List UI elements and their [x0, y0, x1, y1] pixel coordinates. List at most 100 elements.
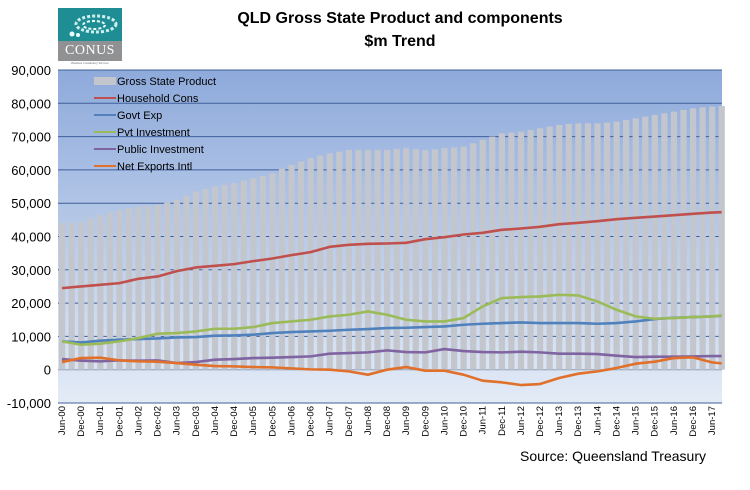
y-tick-label: 80,000: [11, 96, 51, 111]
chart-title: QLD Gross State Product and components: [237, 10, 563, 27]
bar-gsp: [527, 129, 534, 370]
x-tick-label: Jun-07: [325, 406, 336, 435]
bar-gsp: [680, 109, 687, 370]
bar-gsp: [240, 180, 247, 370]
bar-gsp: [594, 123, 601, 370]
y-tick-label: 0: [44, 363, 51, 378]
line-series-household-cons: [61, 210, 722, 290]
x-tick-label: Dec-05: [267, 406, 278, 437]
x-tick-label: Dec-03: [191, 406, 202, 437]
source-note: Source: Queensland Treasury: [520, 448, 706, 464]
x-tick-label: Jun-03: [172, 406, 183, 435]
x-tick-label: Dec-15: [650, 406, 661, 437]
legend-label: Pvt Investment: [117, 127, 190, 139]
bar-gsp: [412, 149, 419, 370]
bar-gsp: [623, 119, 630, 370]
bar-gsp: [422, 149, 429, 370]
x-tick-label: Jun-10: [439, 406, 450, 435]
line-series-net-exports-intl: [61, 356, 722, 387]
bar-gsp: [374, 149, 381, 370]
bar-gsp: [125, 208, 133, 370]
x-tick-label: Jun-05: [248, 406, 259, 435]
x-tick-label: Dec-07: [344, 406, 355, 437]
x-tick-label: Dec-13: [573, 406, 584, 437]
bar-gsp: [231, 183, 238, 370]
y-tick-label: 40,000: [11, 230, 51, 245]
bar-gsp: [517, 131, 525, 370]
x-tick-label: Dec-09: [420, 406, 431, 437]
x-tick-label: Dec-01: [114, 406, 125, 437]
x-tick-label: Jun-14: [592, 406, 603, 435]
bar-gsp: [632, 118, 639, 370]
bar-gsp: [192, 191, 200, 370]
x-tick-label: Jun-01: [95, 406, 106, 435]
x-tick-label: Jun-16: [669, 406, 680, 435]
x-tick-label: Dec-04: [229, 406, 240, 437]
bar-gsp: [106, 212, 113, 370]
bar-gsp: [355, 149, 362, 370]
line-series-pvt-investment: [61, 293, 722, 347]
bar-gsp: [384, 149, 391, 370]
bar-gsp: [164, 202, 171, 370]
bar-gsp: [298, 161, 305, 370]
conus-logo: CONUS Business Consultancy Services: [58, 8, 122, 65]
x-tick-label: Jun-12: [516, 406, 527, 435]
bar-gsp: [709, 106, 716, 370]
y-tick-label: 70,000: [11, 130, 51, 145]
legend-label: Gross State Product: [117, 76, 216, 88]
x-tick-label: Dec-10: [459, 406, 470, 437]
bar-gsp: [250, 178, 257, 370]
bar-gsp: [470, 143, 477, 370]
bar-gsp: [565, 123, 572, 370]
bar-gsp: [556, 124, 563, 370]
bar-gsp: [718, 105, 725, 370]
x-tick-label: Dec-06: [306, 406, 317, 437]
legend-label: Household Cons: [117, 93, 199, 105]
bar-gsp: [135, 206, 142, 370]
x-tick-label: Jun-17: [707, 406, 718, 435]
y-tick-label: -10,000: [7, 396, 51, 411]
x-tick-label: Jun-08: [363, 406, 374, 435]
x-tick-label: Jun-13: [554, 406, 565, 435]
bar-gsp: [689, 108, 697, 370]
bar-gsp: [651, 114, 658, 370]
x-tick-label: Dec-00: [76, 406, 87, 437]
logo-subtext: Business Consultancy Services: [71, 61, 109, 65]
bar-gsp: [145, 205, 152, 370]
bar-gsp: [317, 155, 324, 370]
chart-subtitle: $m Trend: [364, 33, 436, 50]
bar-gsp: [307, 158, 314, 370]
bar-gsp: [97, 214, 104, 370]
bar-gsp: [508, 132, 515, 370]
logo-swirl-icon: [58, 8, 122, 41]
y-tick-label: 10,000: [11, 329, 51, 344]
bar-gsp: [613, 121, 620, 370]
bar-gsp: [403, 148, 410, 370]
bar-gsp: [537, 128, 544, 370]
x-tick-label: Dec-08: [382, 406, 393, 437]
bar-gsp: [221, 184, 228, 370]
bar-gsp: [642, 116, 649, 370]
legend-label: Public Investment: [117, 144, 204, 156]
bar-gsp: [154, 204, 161, 370]
bar-gsp: [326, 153, 333, 370]
bar-gsp: [202, 188, 209, 370]
x-tick-label: Dec-14: [611, 406, 622, 437]
logo-text: CONUS: [58, 41, 122, 61]
bar-gsp: [211, 186, 219, 370]
bar-gsp: [441, 148, 448, 370]
y-tick-label: 30,000: [11, 263, 51, 278]
bar-gsp: [116, 209, 123, 370]
bar-gsp: [450, 147, 458, 370]
legend-label: Govt Exp: [117, 110, 162, 122]
bar-gsp: [584, 123, 591, 370]
bar-gsp: [259, 175, 266, 370]
y-tick-label: 90,000: [11, 63, 51, 78]
bar-gsp: [87, 218, 94, 370]
bar-gsp: [288, 164, 295, 370]
bar-gsp: [183, 195, 190, 370]
x-tick-label: Dec-02: [153, 406, 164, 437]
bar-gsp: [68, 222, 75, 370]
y-tick-label: 60,000: [11, 163, 51, 178]
